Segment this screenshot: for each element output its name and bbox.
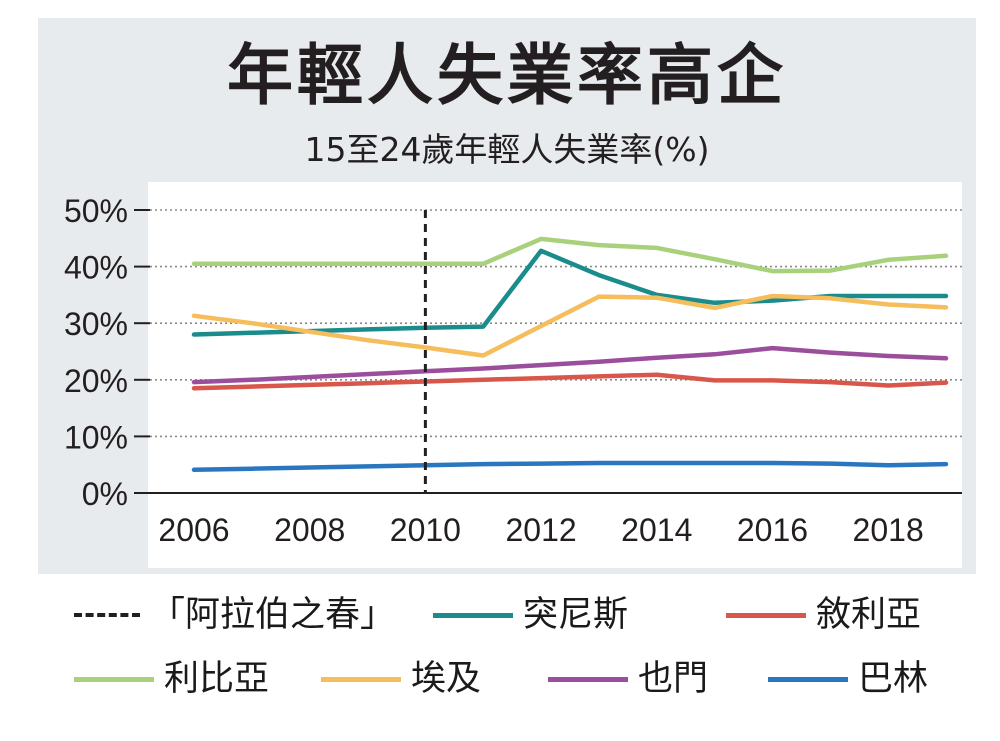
- y-tick-label: 40%: [64, 250, 128, 286]
- legend-swatch-tunisia: [433, 612, 513, 618]
- y-tick-label: 50%: [64, 193, 128, 229]
- legend-label: 「阿拉伯之春」: [150, 595, 396, 635]
- chart-subtitle: 15至24歲年輕人失業率(%): [304, 130, 710, 169]
- legend-label: 利比亞: [164, 659, 270, 699]
- x-tick-label: 2018: [853, 512, 924, 548]
- legend-item-tunisia: 突尼斯: [433, 590, 628, 640]
- legend-label: 埃及: [411, 659, 482, 699]
- legend-label: 突尼斯: [523, 595, 629, 635]
- y-tick-label: 30%: [64, 306, 128, 342]
- x-tick-label: 2010: [390, 512, 461, 548]
- legend-swatch-bahrain: [768, 676, 848, 682]
- x-tick-label: 2012: [505, 512, 576, 548]
- series-line: [191, 236, 949, 274]
- series-line: [191, 372, 949, 391]
- series-line: [191, 345, 949, 385]
- plot-area: [148, 182, 962, 568]
- chart-title: 年輕人失業率高企: [227, 37, 787, 114]
- y-tick-label: 20%: [64, 363, 128, 399]
- legend-item-libya: 利比亞: [74, 654, 269, 704]
- legend-label: 巴林: [858, 659, 929, 699]
- legend-swatch-arab-spring: [74, 613, 140, 617]
- legend-swatch-egypt: [321, 676, 401, 682]
- chart-legend: 「阿拉伯之春」 突尼斯 敘利亞 利比亞 埃及 也門 巴林: [38, 572, 976, 714]
- y-tick-label: 10%: [64, 419, 128, 455]
- y-tick-label: 0%: [82, 476, 128, 512]
- series-line: [191, 293, 949, 358]
- legend-item-syria: 敘利亞: [726, 590, 921, 640]
- x-tick-label: 2016: [737, 512, 808, 548]
- x-tick-label: 2006: [158, 512, 229, 548]
- legend-item-egypt: 埃及: [321, 654, 481, 704]
- legend-swatch-yemen: [548, 676, 628, 682]
- legend-swatch-libya: [74, 676, 154, 682]
- legend-swatch-syria: [726, 612, 806, 618]
- x-tick-label: 2008: [274, 512, 345, 548]
- legend-label: 敘利亞: [816, 595, 922, 635]
- legend-item-bahrain: 巴林: [768, 654, 928, 704]
- legend-item-yemen: 也門: [548, 654, 708, 704]
- legend-label: 也門: [638, 659, 709, 699]
- x-tick-label: 2014: [621, 512, 692, 548]
- series-line: [191, 460, 949, 473]
- legend-item-arab-spring: 「阿拉伯之春」: [74, 590, 395, 640]
